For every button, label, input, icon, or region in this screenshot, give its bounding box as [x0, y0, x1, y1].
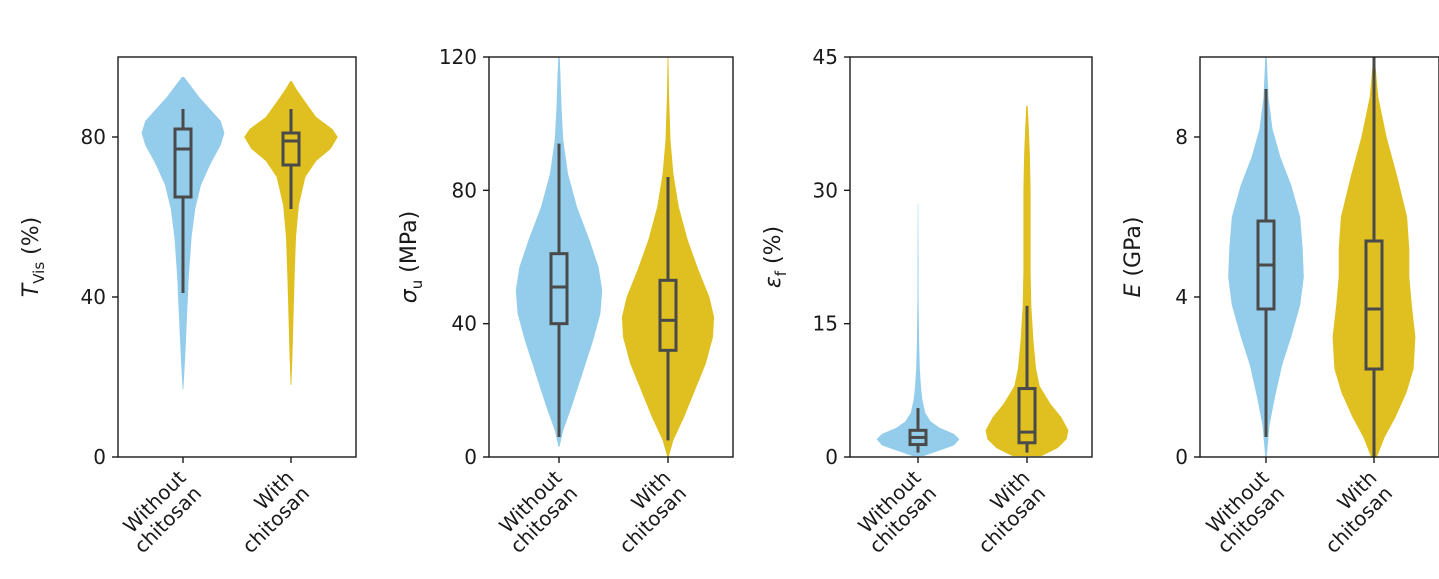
category-label: Withchitosan: [599, 466, 691, 558]
y-tick-label: 40: [452, 312, 477, 336]
y-axis-label: εf (%): [761, 226, 790, 288]
y-tick-label: 80: [81, 125, 106, 149]
panel-1: 0 40 80 Withoutchitosan Withchitosan TVis (%): [19, 56, 357, 558]
panel-3: 0 15 30 45 Withoutchitosan Withchitosan εf (%): [761, 45, 1093, 558]
plot-frame: [117, 56, 357, 458]
violin-without-chitosan: [1228, 57, 1304, 457]
violin-with-chitosan: [244, 81, 338, 385]
y-tick-label: 15: [813, 312, 838, 336]
category-label: Withoutchitosan: [1197, 465, 1290, 558]
iqr-box: [1364, 239, 1384, 371]
y-tick-label: 120: [439, 45, 477, 69]
category-label: Withoutchitosan: [490, 465, 583, 558]
violin-with-chitosan: [985, 105, 1069, 457]
violin-with-chitosan: [1332, 57, 1416, 457]
iqr-box: [549, 252, 569, 326]
y-tick-label: 30: [813, 178, 838, 202]
y-tick-label: 0: [825, 445, 838, 469]
y-axis-label: TVis (%): [19, 217, 48, 297]
iqr-box: [658, 278, 678, 352]
y-tick-label: 0: [1175, 445, 1188, 469]
y-tick-label: 4: [1175, 285, 1188, 309]
y-axis-label: σu (MPa): [397, 211, 426, 303]
iqr-box: [1017, 387, 1037, 445]
plot-frame: [488, 56, 734, 458]
y-tick-label: 80: [452, 178, 477, 202]
category-label: Withchitosan: [222, 466, 314, 558]
category-label: Withchitosan: [958, 466, 1050, 558]
category-label: Withchitosan: [1305, 466, 1397, 558]
category-label: Withoutchitosan: [849, 465, 942, 558]
violin-without-chitosan: [876, 203, 960, 457]
category-label: Withoutchitosan: [114, 465, 207, 558]
iqr-box: [173, 127, 193, 199]
y-tick-label: 8: [1175, 125, 1188, 149]
panel-2: 0 40 80 120 Withoutchitosan Withchitosan σu (M…: [397, 45, 734, 558]
y-axis-label: E (GPa): [1121, 217, 1146, 298]
y-tick-label: 45: [813, 45, 838, 69]
plot-frame: [849, 56, 1093, 458]
y-tick-label: 0: [464, 445, 477, 469]
iqr-box: [281, 131, 301, 167]
panel-4: 0 4 8 Withoutchitosan Withchitosan E (GPa): [1121, 56, 1439, 558]
plot-frame: [1199, 56, 1439, 458]
y-tick-label: 0: [93, 445, 106, 469]
y-tick-label: 40: [81, 285, 106, 309]
